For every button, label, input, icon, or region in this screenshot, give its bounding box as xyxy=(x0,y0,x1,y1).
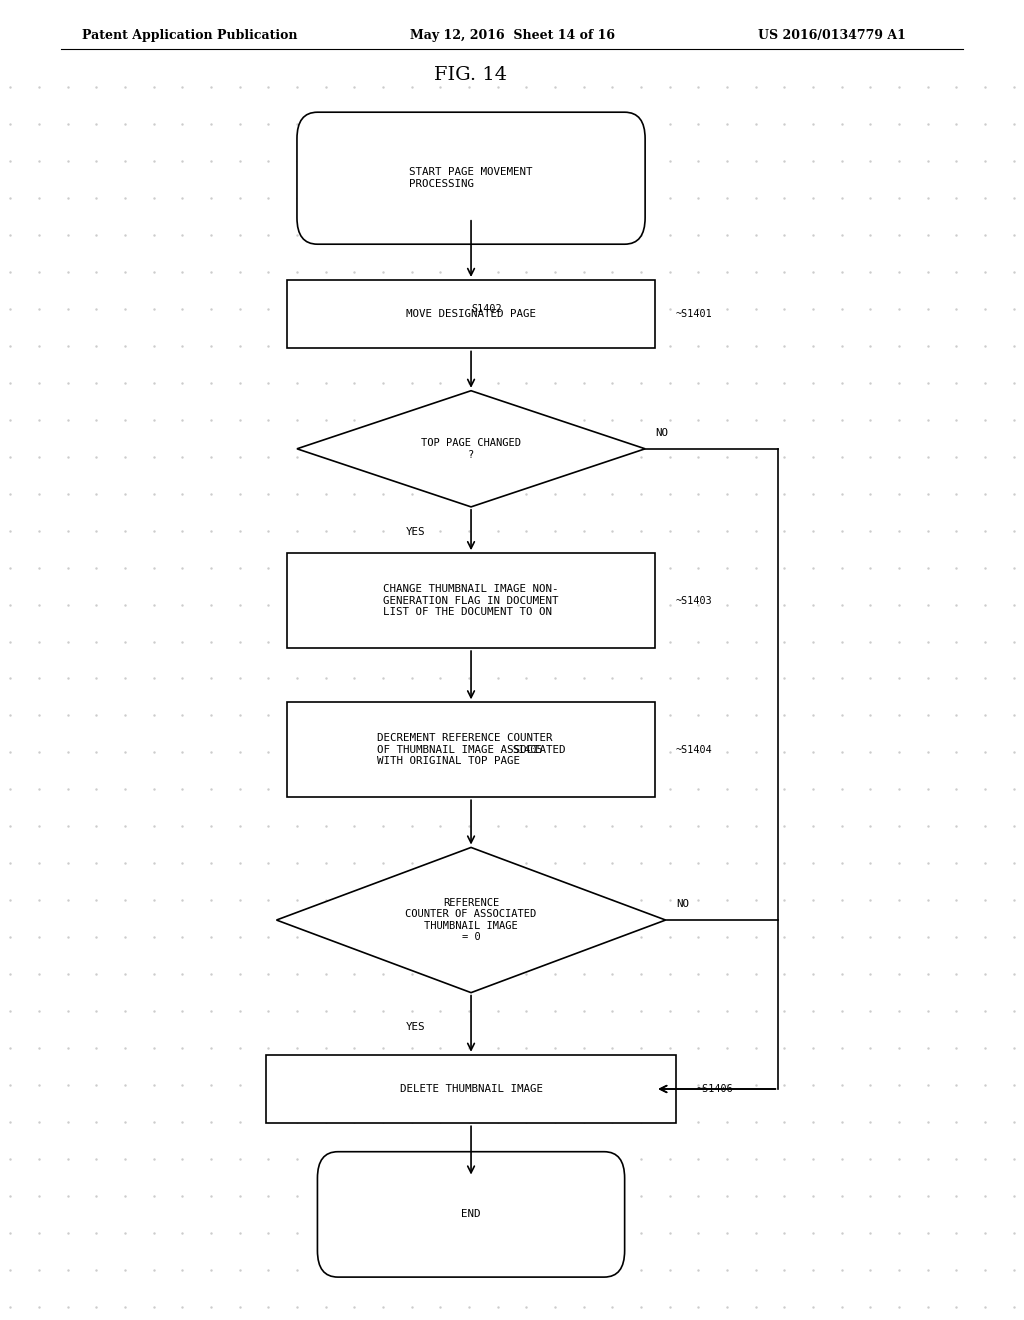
Text: END: END xyxy=(461,1209,481,1220)
Bar xyxy=(287,280,655,348)
Polygon shape xyxy=(297,391,645,507)
Text: YES: YES xyxy=(406,1022,425,1032)
Bar xyxy=(287,702,655,797)
Text: ~S1406: ~S1406 xyxy=(696,1084,733,1094)
FancyBboxPatch shape xyxy=(297,112,645,244)
Polygon shape xyxy=(276,847,666,993)
Text: May 12, 2016  Sheet 14 of 16: May 12, 2016 Sheet 14 of 16 xyxy=(410,29,614,42)
Text: ~S1404: ~S1404 xyxy=(676,744,713,755)
FancyBboxPatch shape xyxy=(317,1151,625,1278)
Text: TOP PAGE CHANGED
?: TOP PAGE CHANGED ? xyxy=(421,438,521,459)
Text: NO: NO xyxy=(655,428,669,438)
Text: S1405: S1405 xyxy=(512,744,543,755)
Text: START PAGE MOVEMENT
PROCESSING: START PAGE MOVEMENT PROCESSING xyxy=(410,168,532,189)
Text: Patent Application Publication: Patent Application Publication xyxy=(82,29,297,42)
Text: US 2016/0134779 A1: US 2016/0134779 A1 xyxy=(758,29,905,42)
Text: MOVE DESIGNATED PAGE: MOVE DESIGNATED PAGE xyxy=(407,309,536,319)
Bar xyxy=(266,1055,676,1123)
Bar xyxy=(287,553,655,648)
Text: S1402: S1402 xyxy=(471,304,502,314)
Text: DECREMENT REFERENCE COUNTER
OF THUMBNAIL IMAGE ASSOCIATED
WITH ORIGINAL TOP PAGE: DECREMENT REFERENCE COUNTER OF THUMBNAIL… xyxy=(377,733,565,767)
Text: ~S1403: ~S1403 xyxy=(676,595,713,606)
Text: FIG. 14: FIG. 14 xyxy=(434,66,508,84)
Text: DELETE THUMBNAIL IMAGE: DELETE THUMBNAIL IMAGE xyxy=(399,1084,543,1094)
Text: YES: YES xyxy=(406,527,425,537)
Text: REFERENCE
COUNTER OF ASSOCIATED
THUMBNAIL IMAGE
= 0: REFERENCE COUNTER OF ASSOCIATED THUMBNAI… xyxy=(406,898,537,942)
Text: ~S1401: ~S1401 xyxy=(676,309,713,319)
Text: NO: NO xyxy=(676,899,689,909)
Text: CHANGE THUMBNAIL IMAGE NON-
GENERATION FLAG IN DOCUMENT
LIST OF THE DOCUMENT TO : CHANGE THUMBNAIL IMAGE NON- GENERATION F… xyxy=(383,583,559,618)
